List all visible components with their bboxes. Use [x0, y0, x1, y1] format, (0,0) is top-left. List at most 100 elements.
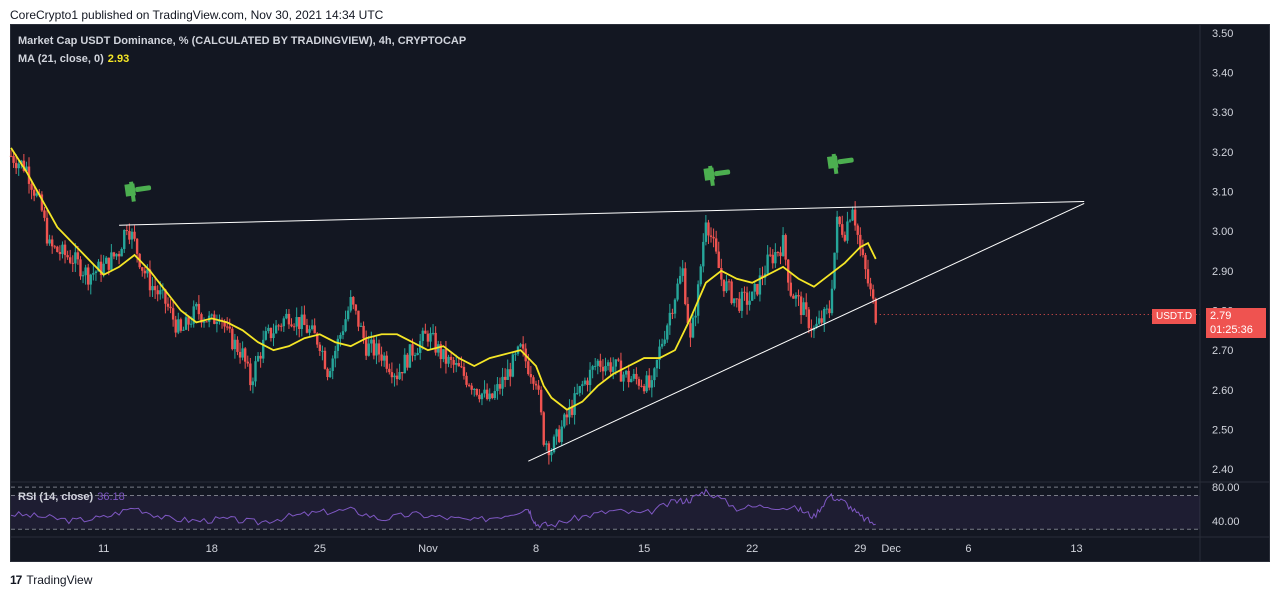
- candle-body: [406, 354, 409, 368]
- candle-body: [135, 238, 139, 254]
- candle-body: [871, 289, 875, 299]
- candle-body: [712, 236, 715, 239]
- candle-body: [385, 355, 388, 369]
- candle-body: [848, 220, 852, 222]
- candle-body: [431, 332, 435, 334]
- candle-body: [285, 313, 288, 319]
- candle-body: [267, 327, 270, 332]
- candle-body: [493, 391, 497, 399]
- candle-body: [792, 295, 795, 299]
- candle-body: [601, 366, 605, 372]
- candle-body: [328, 371, 332, 378]
- candle-body: [164, 289, 167, 304]
- candle-body: [511, 354, 515, 377]
- candle-body: [76, 252, 80, 260]
- candle-body: [807, 309, 811, 329]
- candle-body: [377, 343, 381, 355]
- candle-body: [56, 246, 59, 253]
- candle-body: [380, 354, 383, 361]
- candle-body: [465, 375, 468, 385]
- candlestick-series: [9, 150, 877, 465]
- candle-body: [578, 386, 581, 393]
- candle-body: [182, 329, 185, 331]
- candle-body: [447, 356, 450, 364]
- time-axis-tick-label: 13: [1070, 543, 1082, 555]
- candle-body: [810, 328, 813, 331]
- candle-body: [594, 365, 597, 367]
- candle-body: [331, 358, 334, 372]
- candle-body: [32, 189, 36, 196]
- candle-body: [128, 231, 131, 240]
- candle-body: [537, 385, 540, 390]
- candle-body: [287, 313, 291, 325]
- candle-body: [650, 380, 654, 388]
- candle-body: [635, 373, 638, 380]
- candle-body: [555, 429, 558, 437]
- candle-body: [509, 369, 512, 377]
- candle-body: [671, 312, 674, 314]
- candle-body: [354, 304, 358, 311]
- candle-body: [344, 319, 347, 332]
- candle-body: [769, 254, 772, 256]
- candle-body: [722, 279, 726, 292]
- candle-body: [382, 355, 386, 361]
- candle-body: [720, 268, 723, 280]
- candle-body: [681, 268, 684, 276]
- candle-body: [745, 292, 749, 305]
- flag-cloth: [703, 167, 716, 181]
- candle-body: [334, 350, 337, 359]
- candle-body: [668, 312, 672, 326]
- candle-body: [519, 344, 522, 347]
- rsi-legend-label: RSI (14, close): [18, 491, 94, 503]
- candle-body: [501, 376, 504, 389]
- candle-body: [48, 239, 51, 244]
- candle-body: [71, 262, 74, 264]
- candle-body: [645, 375, 648, 392]
- candle-body: [527, 361, 530, 375]
- candle-body: [609, 362, 612, 372]
- candle-body: [316, 333, 319, 345]
- candle-body: [12, 156, 15, 163]
- candle-body: [123, 230, 126, 249]
- candle-body: [341, 331, 345, 335]
- footer-branding[interactable]: 17 TradingView: [10, 573, 92, 587]
- candle-body: [717, 251, 720, 269]
- candle-body: [43, 210, 46, 218]
- candle-body: [619, 360, 623, 382]
- candle-body: [35, 193, 38, 196]
- candle-body: [866, 269, 870, 284]
- candle-body: [534, 383, 538, 386]
- candle-body: [642, 386, 646, 392]
- candle-body: [748, 300, 751, 305]
- candle-body: [179, 319, 183, 331]
- flag-cloth: [826, 155, 839, 169]
- candle-body: [272, 333, 275, 339]
- candle-body: [861, 249, 865, 256]
- candle-body: [236, 339, 239, 352]
- candle-body: [856, 225, 859, 235]
- candle-body: [133, 231, 136, 239]
- candle-body: [66, 255, 69, 258]
- candle-body: [357, 310, 360, 327]
- rsi-axis-tick-label: 40.00: [1212, 516, 1240, 528]
- flag-tail: [714, 169, 731, 177]
- candle-body: [223, 321, 226, 327]
- candle-body: [825, 308, 829, 310]
- candle-body: [802, 302, 805, 316]
- candle-body: [97, 261, 100, 272]
- candle-body: [750, 291, 754, 301]
- candle-body: [666, 325, 669, 340]
- candle-body: [846, 221, 849, 241]
- resistance-trendline: [119, 200, 1085, 226]
- candle-body: [274, 325, 278, 334]
- candle-body: [282, 318, 286, 327]
- time-axis-tick-label: Dec: [881, 543, 901, 555]
- candle-body: [552, 436, 556, 453]
- chart-panel[interactable]: [10, 24, 1270, 562]
- candle-body: [658, 346, 661, 360]
- candle-body: [573, 393, 576, 415]
- candle-body: [339, 334, 342, 339]
- candle-body: [545, 443, 548, 445]
- candle-body: [141, 267, 144, 271]
